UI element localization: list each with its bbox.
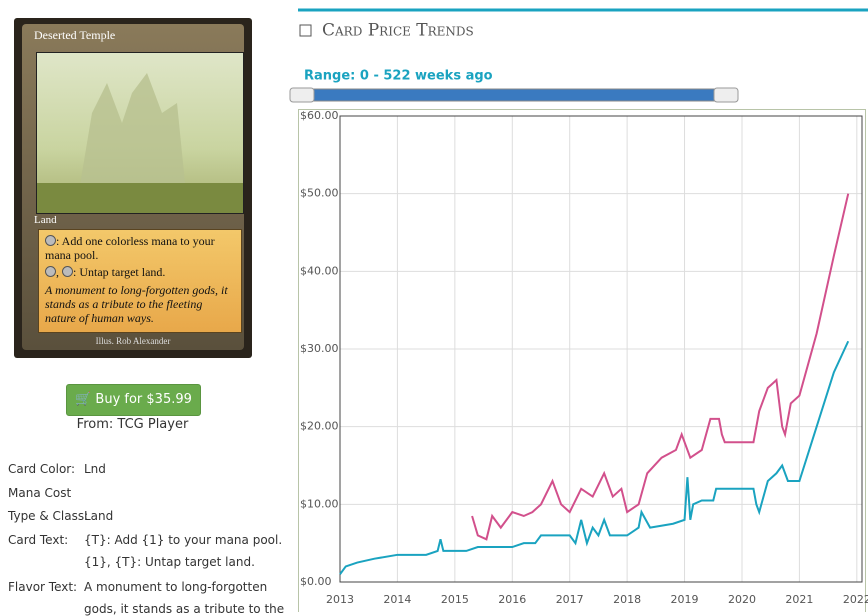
x-tick-label: 2016	[498, 593, 526, 606]
y-tick-label: $0.00	[300, 575, 332, 588]
rule: : Add one colorless mana to your mana po…	[45, 234, 235, 262]
card-name: Deserted Temple	[34, 28, 116, 42]
detail-value: A monument to long-forgotten	[84, 579, 268, 594]
detail-value: Land	[84, 509, 114, 523]
x-tick-label: 2015	[441, 593, 469, 606]
card-textbox: : Add one colorless mana to your mana po…	[38, 229, 242, 333]
detail-label: Card Color:	[8, 462, 76, 476]
x-tick-label: 2021	[785, 593, 813, 606]
plot-border	[339, 115, 863, 583]
y-tick-label: $60.00	[300, 109, 339, 122]
y-tick-label: $20.00	[300, 420, 339, 433]
y-tick-label: $10.00	[300, 497, 339, 510]
slider-handle[interactable]	[713, 87, 739, 103]
x-tick-label: 2013	[326, 593, 354, 606]
y-tick-label: $40.00	[300, 264, 339, 277]
price-line	[471, 193, 850, 541]
chart-frame	[298, 109, 866, 612]
buy-button[interactable]: 🛒 Buy for $35.99	[66, 384, 201, 416]
buy-label: Buy for $35.99	[95, 392, 192, 407]
x-tick-label: 2014	[383, 593, 411, 606]
card-art	[36, 52, 244, 214]
temple	[77, 73, 187, 203]
card-frame: Deserted Temple Land : Add one colorless…	[22, 24, 244, 350]
rule-text: : Add one colorless mana to your mana po…	[45, 234, 215, 262]
art-drawing	[37, 73, 243, 213]
illustrator: Illus. Rob Alexander	[95, 336, 171, 346]
range-slider[interactable]	[290, 88, 739, 102]
slider-handle[interactable]	[289, 87, 315, 103]
buy-source: From: TCG Player	[76, 417, 189, 432]
detail-value: {T}: Add {1} to your mana pool.	[84, 532, 283, 547]
detail-label: Card Text:	[8, 532, 69, 547]
x-tick-label: 2022	[843, 593, 868, 606]
y-tick-label: $30.00	[300, 342, 339, 355]
rule: , : Untap target land.	[45, 265, 235, 279]
card-type: Land	[34, 214, 57, 226]
detail-label: Type & Class:	[8, 509, 89, 523]
section-title: Card Price Trends	[322, 21, 474, 41]
x-tick-label: 2018	[613, 593, 641, 606]
x-tick-label: 2017	[556, 593, 584, 606]
detail-value: {1}, {T}: Untap target land.	[84, 554, 255, 569]
y-tick-label: $50.00	[300, 187, 339, 200]
ground	[37, 183, 243, 213]
rule-text: : Untap target land.	[73, 265, 166, 279]
range-label: Range: 0 - 522 weeks ago	[304, 69, 493, 84]
detail-label: Flavor Text:	[8, 579, 78, 594]
x-tick-label: 2019	[671, 593, 699, 606]
detail-label: Mana Cost	[8, 485, 72, 500]
calendar-icon	[299, 24, 312, 37]
x-tick-label: 2020	[728, 593, 756, 606]
card-image: Deserted Temple Land : Add one colorless…	[14, 18, 252, 358]
detail-value: Lnd	[84, 462, 106, 476]
price-line	[339, 340, 850, 575]
flavor: A monument to long-forgotten gods, it st…	[45, 283, 228, 325]
